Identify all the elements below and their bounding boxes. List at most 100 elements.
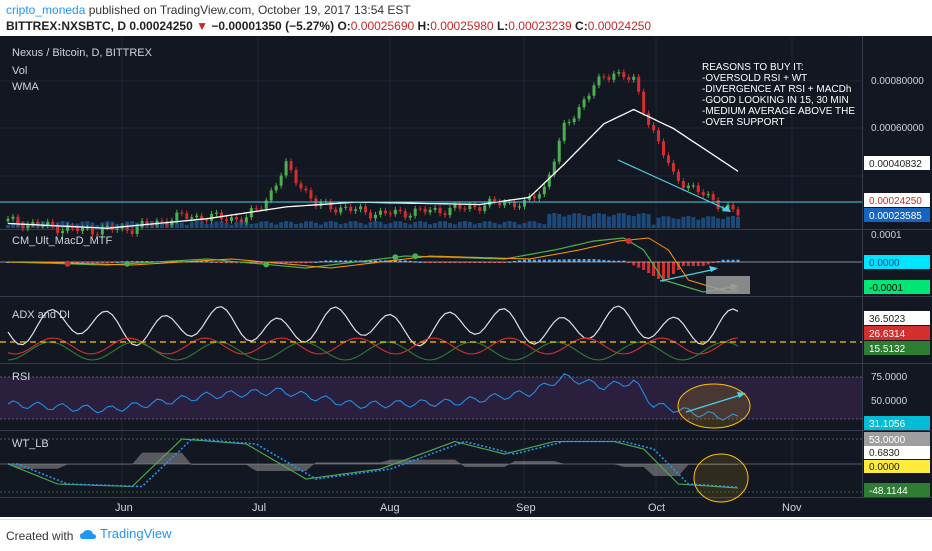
symbol-line: BITTREX:NXSBTC, D 0.00024250 ▼ −0.000013… xyxy=(6,19,651,33)
macd-hist-bar xyxy=(547,259,551,262)
candle-body xyxy=(676,171,680,181)
volume-bar xyxy=(691,217,696,228)
macd-hist-bar xyxy=(378,260,382,262)
wt-diff-area xyxy=(8,452,738,476)
author-link[interactable]: cripto_moneda xyxy=(6,3,86,17)
close-label: C: xyxy=(575,19,588,33)
macd-hist-bar xyxy=(632,262,636,266)
volume-bar xyxy=(542,224,547,228)
candle-body xyxy=(16,216,20,224)
candle-body xyxy=(473,205,477,208)
macd-hist-bar xyxy=(627,262,631,263)
volume-bar xyxy=(631,216,636,228)
volume-bar xyxy=(582,215,587,228)
candle-body xyxy=(503,201,507,206)
candle-body xyxy=(229,217,233,221)
price-label: 0.00080000 xyxy=(871,76,924,87)
volume-bar xyxy=(587,216,592,228)
candle-body xyxy=(41,225,45,227)
chart-area[interactable]: Nexus / Bitcoin, D, BITTREX Vol WMA REAS… xyxy=(0,36,932,517)
volume-bar xyxy=(666,216,671,228)
candle-body xyxy=(632,76,636,80)
macd-hist-bar xyxy=(711,262,715,263)
macd-tag-value-text: -0.0001 xyxy=(869,283,903,294)
volume-bar xyxy=(462,221,467,228)
tradingview-cloud-icon xyxy=(80,529,96,539)
candle-body xyxy=(364,206,368,213)
candle-body xyxy=(701,192,705,196)
published-text: published on TradingView.com, October 19… xyxy=(85,3,411,17)
volume-bar xyxy=(567,214,572,228)
volume-bar xyxy=(507,221,512,228)
volume-bar xyxy=(671,218,676,228)
candle-body xyxy=(458,204,462,209)
candle-body xyxy=(359,206,363,210)
macd-hist-bar xyxy=(408,260,412,262)
rsi-highlight-circle xyxy=(677,383,751,429)
macd-hist-bar xyxy=(726,259,730,262)
volume-bar xyxy=(487,221,492,228)
macd-hist-bar xyxy=(279,262,283,264)
candle-body xyxy=(210,213,214,221)
candle-body xyxy=(657,130,661,142)
volume-bar xyxy=(547,213,552,228)
macd-hist-bar xyxy=(522,259,526,262)
macd-hist-bar xyxy=(443,262,447,263)
volume-bar xyxy=(204,223,209,228)
rsi-tag-text: 31.1056 xyxy=(869,419,906,430)
candle-body xyxy=(652,124,656,131)
wt-title: WT_LB xyxy=(12,438,49,450)
x-tick-label: Jun xyxy=(115,502,133,514)
volume-bar xyxy=(443,221,448,228)
arrowhead-icon xyxy=(722,205,731,212)
candle-body xyxy=(537,194,541,199)
volume-bar xyxy=(234,222,239,228)
candle-body xyxy=(726,204,730,209)
candle-body xyxy=(478,207,482,211)
macd-hist-bar xyxy=(473,262,477,263)
macd-hist-bar xyxy=(577,259,581,262)
symbol-title: Nexus / Bitcoin, D, BITTREX xyxy=(12,47,153,59)
volume-bar xyxy=(601,214,606,228)
volume-bar xyxy=(482,221,487,228)
candle-body xyxy=(130,230,134,234)
candle-body xyxy=(572,118,576,123)
volume-bar xyxy=(383,224,388,228)
candle-body xyxy=(413,208,417,216)
candle-body xyxy=(398,209,402,212)
volume-bar xyxy=(184,224,189,228)
high-value: 0.00025980 xyxy=(430,19,494,33)
macd-hist-bar xyxy=(721,259,725,262)
macd-hist-bar xyxy=(95,262,99,263)
x-tick-label: Oct xyxy=(648,502,665,514)
macd-hist-bar xyxy=(617,260,621,262)
candle-body xyxy=(284,161,288,176)
candle-body xyxy=(31,221,35,225)
volume-bar xyxy=(95,224,100,228)
macd-hist-bar xyxy=(552,259,556,262)
macd-hist-bar xyxy=(309,262,313,263)
macd-hist-bar xyxy=(344,260,348,262)
chart-svg[interactable]: Nexus / Bitcoin, D, BITTREX Vol WMA REAS… xyxy=(0,36,932,517)
candle-body xyxy=(175,212,179,221)
wt-tag-value xyxy=(864,483,930,497)
macd-hist-bar xyxy=(423,262,427,263)
macd-hist-bar xyxy=(254,262,258,264)
open-label: O: xyxy=(337,19,351,33)
arrowhead-icon xyxy=(737,392,746,398)
candle-body xyxy=(388,213,392,215)
candle-body xyxy=(522,199,526,207)
adx-line xyxy=(7,305,739,347)
volume-bar xyxy=(313,222,318,228)
macd-hist-bar xyxy=(537,259,541,262)
x-tick-label: Jul xyxy=(252,502,266,514)
candle-body xyxy=(160,220,164,222)
macd-hist-bar xyxy=(418,261,422,263)
volume-bar xyxy=(472,224,477,228)
annotation-line: -GOOD LOOKING IN 15, 30 MIN xyxy=(702,95,849,106)
volume-bar xyxy=(259,221,264,228)
tradingview-logo[interactable]: TradingView xyxy=(80,526,172,541)
candle-body xyxy=(145,220,149,224)
macd-hist-bar xyxy=(76,262,80,263)
macd-hist-bar xyxy=(284,262,288,264)
